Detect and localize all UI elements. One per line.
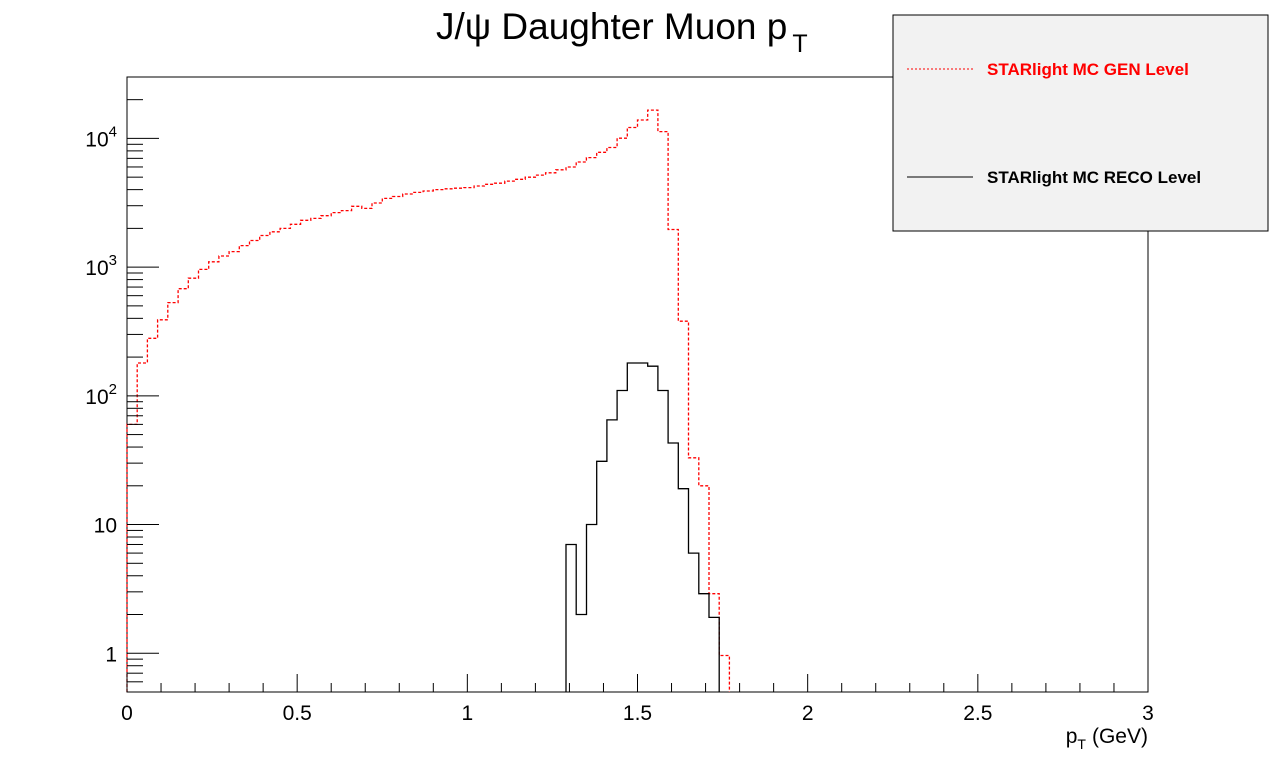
series-0-bin-19 bbox=[321, 216, 331, 692]
series-1-bin-9 bbox=[658, 391, 668, 693]
y-tick-base: 10 bbox=[85, 257, 108, 280]
series-1-bin-12 bbox=[689, 553, 699, 692]
legend-reco-label: STARlight MC RECO Level bbox=[987, 168, 1201, 187]
series-0-bin-17 bbox=[301, 220, 311, 692]
series-1-outline bbox=[565, 362, 720, 692]
series-1-bin-13 bbox=[699, 594, 709, 692]
series-0-bin-44 bbox=[576, 162, 586, 692]
series-1-bin-10 bbox=[668, 443, 678, 692]
series-0-bin-15 bbox=[280, 228, 290, 692]
y-tick-label: 1 bbox=[105, 643, 117, 666]
x-tick-label: 0.5 bbox=[283, 702, 312, 725]
series-0-bin-23 bbox=[362, 208, 372, 692]
x-tick-label: 2 bbox=[802, 702, 814, 725]
series-1-bin-11 bbox=[678, 489, 688, 692]
x-axis-label-unit: (GeV) bbox=[1092, 725, 1148, 748]
series-0-bin-6 bbox=[188, 278, 198, 692]
series-0-bin-14 bbox=[270, 232, 280, 692]
series-0-bin-34 bbox=[474, 186, 484, 692]
legend-gen-label: STARlight MC GEN Level bbox=[987, 60, 1189, 79]
series-0-bin-41 bbox=[546, 173, 556, 692]
series-0-bin-33 bbox=[464, 188, 474, 692]
series-0-bin-25 bbox=[382, 198, 392, 692]
series-0-bin-36 bbox=[495, 183, 505, 692]
y-tick-exponent: 3 bbox=[109, 252, 117, 269]
chart-title-subscript: T bbox=[792, 30, 807, 58]
x-axis: 0 0.5 1 1.5 2 2.5 3 bbox=[121, 674, 1154, 725]
series-0-bin-8 bbox=[209, 262, 219, 692]
series-1-bin-3 bbox=[597, 461, 607, 692]
series-1-bin-2 bbox=[587, 525, 597, 693]
x-axis-label-subscript: T bbox=[1077, 736, 1086, 752]
series-0-bin-11 bbox=[239, 246, 249, 692]
x-tick-label: 2.5 bbox=[963, 702, 992, 725]
series-1-bin-4 bbox=[607, 420, 617, 692]
series-0-bin-38 bbox=[515, 179, 525, 692]
series-1-bin-6 bbox=[627, 363, 637, 692]
series-0-bin-35 bbox=[484, 184, 494, 692]
y-tick-label: 104 bbox=[85, 123, 117, 151]
series-0-bin-29 bbox=[423, 191, 433, 692]
series-0-bin-28 bbox=[413, 192, 423, 692]
series-1-bin-0 bbox=[566, 545, 576, 693]
y-tick-label: 102 bbox=[85, 381, 117, 409]
series-1-bin-8 bbox=[648, 366, 658, 692]
series-0-bin-31 bbox=[444, 189, 454, 692]
legend: STARlight MC GEN Level STARlight MC RECO… bbox=[892, 14, 1269, 232]
x-axis-label-main: p bbox=[1066, 725, 1078, 748]
y-tick-base: 10 bbox=[85, 386, 108, 409]
series-layer bbox=[126, 109, 731, 693]
series-1-bin-1 bbox=[576, 615, 586, 693]
y-tick-label: 103 bbox=[85, 252, 117, 280]
x-axis-label: pT (GeV) bbox=[1066, 725, 1148, 752]
series-0-bin-3 bbox=[158, 320, 168, 692]
y-tick-label: 10 bbox=[94, 515, 117, 538]
series-0-bin-42 bbox=[556, 170, 566, 692]
series-0-bin-21 bbox=[341, 211, 351, 692]
series-0-bin-18 bbox=[311, 218, 321, 692]
series-0-bin-5 bbox=[178, 289, 188, 692]
series-0-bin-22 bbox=[352, 206, 362, 692]
y-tick-base: 10 bbox=[85, 128, 108, 151]
x-tick-label: 1 bbox=[461, 702, 473, 725]
series-0-bin-30 bbox=[433, 190, 443, 692]
series-0-bin-1 bbox=[137, 363, 147, 692]
series-0-bin-10 bbox=[229, 252, 239, 692]
series-0-bin-0 bbox=[127, 424, 137, 692]
series-0-bin-13 bbox=[260, 236, 270, 693]
series-0-bin-2 bbox=[147, 338, 157, 692]
series-1-bin-5 bbox=[617, 391, 627, 693]
x-tick-label: 3 bbox=[1142, 702, 1154, 725]
chart-title-main: J/ψ Daughter Muon p bbox=[436, 6, 787, 47]
series-1-bin-7 bbox=[638, 363, 648, 692]
series-0-bin-37 bbox=[505, 181, 515, 692]
series-0-bin-20 bbox=[331, 213, 341, 692]
series-0-bin-16 bbox=[290, 224, 300, 692]
series-0-bin-32 bbox=[454, 188, 464, 692]
x-tick-label: 1.5 bbox=[623, 702, 652, 725]
series-0-bin-27 bbox=[403, 194, 413, 692]
series-1-bin-14 bbox=[709, 617, 719, 692]
series-0-bin-39 bbox=[525, 177, 535, 692]
series-0-bin-7 bbox=[199, 269, 209, 692]
legend-box bbox=[892, 14, 1269, 232]
series-0-bin-26 bbox=[393, 197, 403, 693]
series-0-bin-9 bbox=[219, 256, 229, 692]
series-0-bin-12 bbox=[250, 241, 260, 693]
y-tick-exponent: 2 bbox=[109, 381, 117, 398]
series-0-outline bbox=[126, 109, 731, 692]
y-tick-exponent: 4 bbox=[109, 123, 117, 140]
x-tick-label: 0 bbox=[121, 702, 133, 725]
series-0-bin-4 bbox=[168, 303, 178, 692]
series-0-bin-24 bbox=[372, 203, 382, 692]
series-0-bin-58 bbox=[719, 656, 729, 693]
series-0-bin-40 bbox=[535, 175, 545, 692]
